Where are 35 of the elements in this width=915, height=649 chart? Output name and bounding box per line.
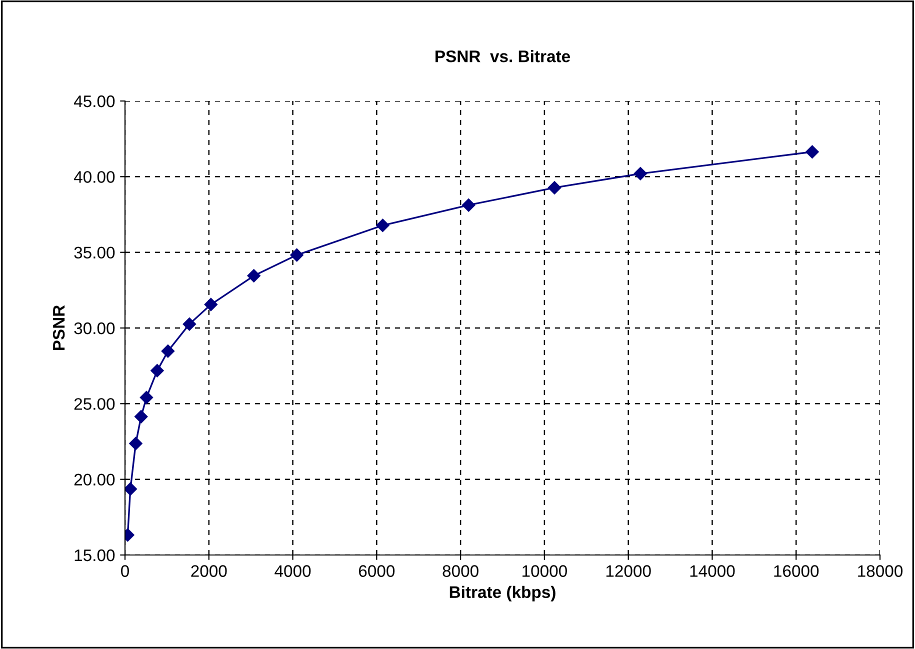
x-tick-label: 12000 <box>606 565 651 577</box>
x-tick-label: 6000 <box>358 565 395 577</box>
x-tick-label: 14000 <box>690 565 735 577</box>
y-tick-label: 20.00 <box>74 474 115 486</box>
x-axis-title: Bitrate (kbps) <box>450 586 556 602</box>
point <box>125 482 137 496</box>
x-tick-label: 2000 <box>191 565 227 577</box>
x-tick-label: 4000 <box>274 565 311 577</box>
point <box>182 317 196 331</box>
x-tick-label: 8000 <box>442 565 478 577</box>
point <box>376 218 390 232</box>
point <box>806 145 819 158</box>
chart-title: PSNR vs. Bitrate <box>436 50 570 62</box>
y-tick-label: 30.00 <box>74 322 115 334</box>
point <box>290 248 304 262</box>
point <box>462 198 476 212</box>
y-tick-label: 15.00 <box>74 549 115 562</box>
y-tick-label: 35.00 <box>74 246 115 259</box>
y-tick-label: 40.00 <box>74 171 115 183</box>
y-axis-title: PSNR <box>52 305 65 350</box>
point <box>548 181 562 194</box>
point <box>129 436 142 450</box>
point <box>150 364 164 378</box>
x-tick-label: 16000 <box>774 565 819 577</box>
x-tick-label: 18000 <box>858 565 903 577</box>
y-tick-label: 25.00 <box>74 398 115 410</box>
point <box>204 298 218 312</box>
point <box>140 390 154 404</box>
point <box>161 344 175 358</box>
point <box>634 167 647 180</box>
x-tick-label: 0 <box>121 565 129 577</box>
point <box>134 410 148 424</box>
x-tick-label: 10000 <box>522 565 567 577</box>
y-tick-label: 45.00 <box>74 95 115 108</box>
point <box>247 269 260 282</box>
